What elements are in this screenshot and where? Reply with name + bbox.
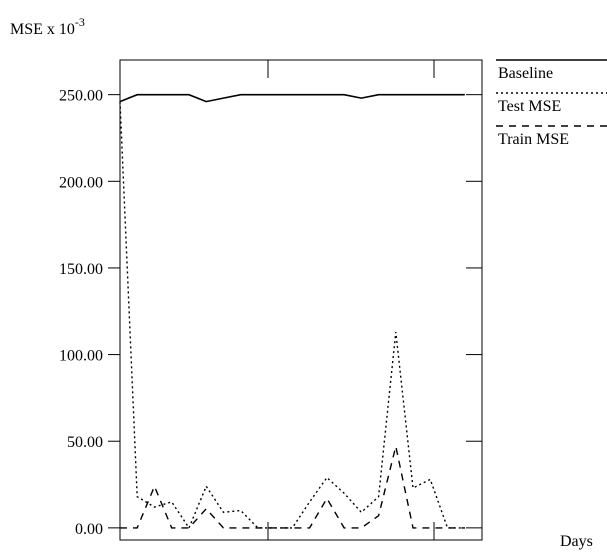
- y-tick-label: 0.00: [75, 521, 103, 538]
- legend: Baseline Test MSE Train MSE: [496, 59, 607, 148]
- tick-marks: [108, 60, 482, 540]
- y-tick-label: 100.00: [59, 348, 103, 365]
- legend-label: Test MSE: [498, 98, 561, 115]
- y-axis-label-text: MSE x 10: [10, 21, 75, 38]
- series-line-test-mse: [119, 101, 465, 530]
- series-lines: [119, 93, 465, 530]
- plot-frame: [119, 59, 483, 541]
- y-axis-label-exponent: -3: [75, 15, 85, 29]
- legend-label: Baseline: [498, 65, 553, 82]
- series-line-baseline: [119, 93, 465, 103]
- y-tick-label: 150.00: [59, 261, 103, 278]
- y-axis-label: MSE x 10-3: [10, 15, 85, 38]
- y-tick-labels: 0.00 50.00 100.00 150.00 200.00 250.00: [59, 88, 103, 538]
- x-axis-label: Days: [560, 533, 593, 550]
- y-tick-label: 200.00: [59, 174, 103, 191]
- series-line-train-mse: [120, 446, 465, 529]
- legend-label: Train MSE: [498, 131, 569, 148]
- y-tick-label: 50.00: [67, 434, 103, 451]
- y-tick-label: 250.00: [59, 88, 103, 105]
